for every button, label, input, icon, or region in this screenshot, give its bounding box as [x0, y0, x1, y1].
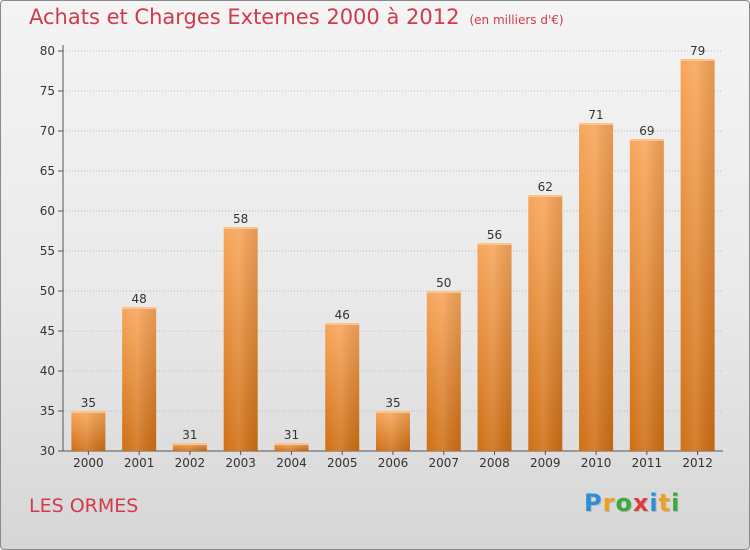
data-label: 31	[182, 428, 197, 442]
y-tick-label: 50	[40, 284, 55, 298]
x-tick-label: 2007	[428, 456, 459, 470]
data-label: 50	[436, 276, 451, 290]
x-tick-label: 2010	[581, 456, 612, 470]
x-tick-label: 2006	[378, 456, 409, 470]
bar-top-edge	[629, 139, 664, 141]
bar-top-edge	[477, 243, 512, 245]
logo-letter: o	[615, 489, 633, 517]
title-text: Achats et Charges Externes 2000 à 2012	[29, 5, 460, 29]
bar-top-edge	[376, 411, 410, 413]
data-label: 46	[335, 308, 350, 322]
logo-letter: x	[632, 489, 650, 517]
x-tick-label: 2004	[276, 456, 307, 470]
bar-shine	[223, 227, 258, 451]
y-tick-label: 40	[40, 364, 55, 378]
data-label: 69	[639, 124, 654, 138]
y-tick-label: 65	[40, 164, 55, 178]
y-tick-label: 30	[40, 444, 55, 458]
bar-shine	[680, 59, 715, 451]
y-tick-label: 35	[40, 404, 55, 418]
bar-shine	[528, 195, 563, 451]
logo-letter: P	[584, 489, 603, 517]
location-name: LES ORMES	[29, 495, 139, 517]
proxiti-logo: Proxiti	[584, 489, 680, 517]
y-tick-label: 60	[40, 204, 55, 218]
x-tick-label: 2003	[225, 456, 256, 470]
bar-top-edge	[325, 323, 360, 325]
logo-letter: i	[649, 489, 659, 517]
bar-shine	[325, 323, 360, 451]
x-tick-label: 2001	[124, 456, 155, 470]
x-tick-label: 2012	[682, 456, 713, 470]
bar-shine	[71, 411, 106, 451]
bar-shine	[122, 307, 157, 451]
logo-letter: r	[602, 489, 616, 517]
x-tick-label: 2009	[530, 456, 561, 470]
data-label: 79	[690, 44, 705, 58]
bar-shine	[579, 123, 614, 451]
chart-title: Achats et Charges Externes 2000 à 2012 (e…	[29, 5, 564, 29]
bar-shine	[629, 139, 664, 451]
bar-top-edge	[172, 443, 207, 445]
x-tick-label: 2000	[73, 456, 104, 470]
data-label: 35	[81, 396, 96, 410]
bar-top-edge	[274, 443, 309, 445]
data-label: 62	[538, 180, 553, 194]
x-tick-label: 2008	[479, 456, 510, 470]
bar-shine	[172, 443, 207, 451]
bar-shine	[274, 443, 309, 451]
logo-letter: i	[671, 489, 681, 517]
bar-top-edge	[71, 411, 106, 413]
data-labels: 35 48 31 58 31 46 35 50 56 62 71 69 79	[81, 44, 706, 442]
x-tick-label: 2002	[175, 456, 206, 470]
y-tick-label: 75	[40, 84, 55, 98]
bar-shine	[376, 411, 410, 451]
bar-top-edge	[528, 195, 563, 197]
y-tick-label: 70	[40, 124, 55, 138]
data-label: 58	[233, 212, 248, 226]
bar-shine	[426, 291, 461, 451]
bar-top-edge	[579, 123, 614, 125]
x-tick-label: 2005	[327, 456, 358, 470]
y-tick-label: 80	[40, 44, 55, 58]
bar-top-edge	[122, 307, 157, 309]
bar-top-edge	[223, 227, 258, 229]
data-label: 31	[284, 428, 299, 442]
bar-shine	[477, 243, 512, 451]
data-label: 71	[588, 108, 603, 122]
grid-lines	[63, 50, 723, 412]
bars	[71, 59, 715, 451]
logo-letter: t	[658, 489, 672, 517]
y-tick-label: 55	[40, 244, 55, 258]
data-label: 56	[487, 228, 502, 242]
x-tick-label: 2011	[632, 456, 663, 470]
y-tick-label: 45	[40, 324, 55, 338]
title-unit: (en milliers d'€)	[469, 13, 564, 27]
data-label: 35	[385, 396, 400, 410]
data-label: 48	[132, 292, 147, 306]
bar-top-edge	[426, 291, 461, 293]
bar-top-edge	[680, 59, 715, 61]
